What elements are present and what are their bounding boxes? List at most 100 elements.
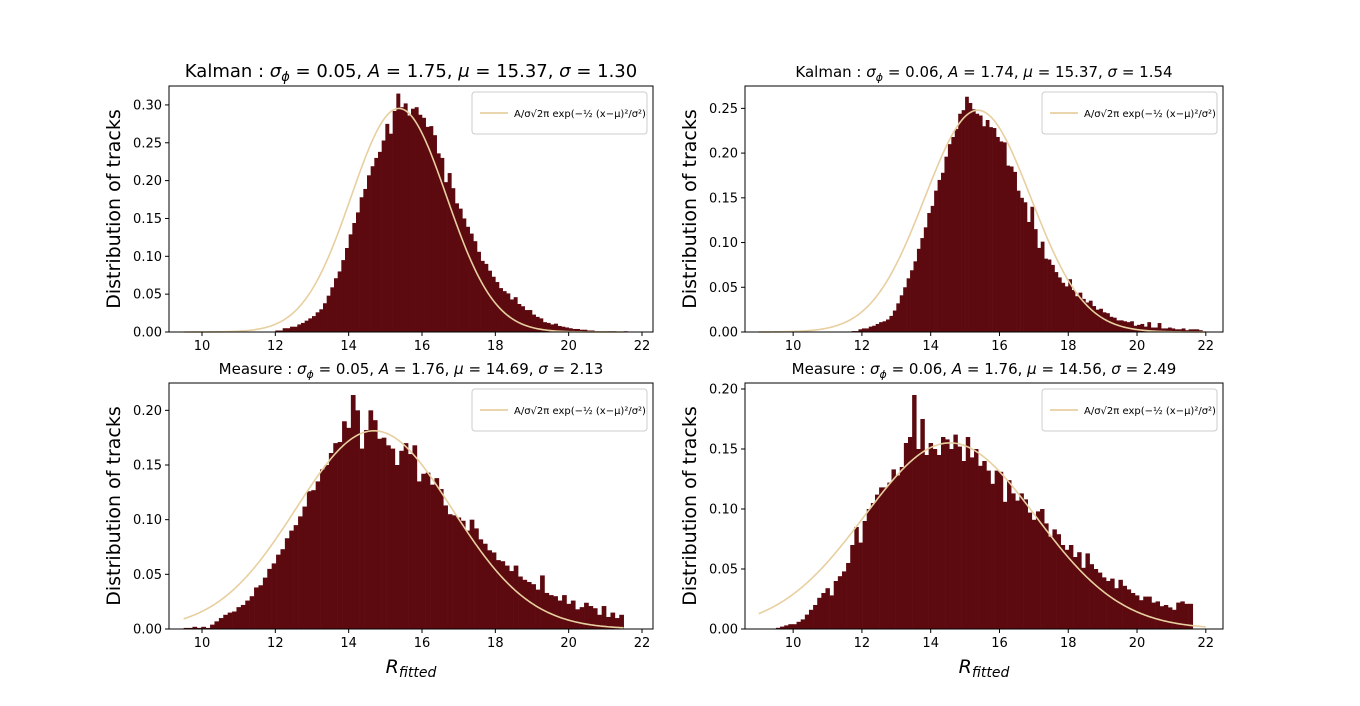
histogram-bar — [1106, 313, 1110, 332]
title-part: = 1.76, — [389, 360, 454, 378]
histogram-bar — [408, 454, 413, 629]
histogram-bar — [1188, 329, 1193, 332]
histogram-bar — [1035, 511, 1041, 629]
title-part: = 1.54 — [1117, 63, 1173, 81]
title-part: = 1.76, — [962, 360, 1027, 378]
histogram-bar — [951, 136, 956, 332]
x-tick-label: 14 — [922, 339, 939, 354]
y-tick-label: 0.00 — [709, 326, 738, 341]
histogram-bar — [323, 303, 327, 332]
histogram-bar — [385, 123, 390, 332]
histogram-bar — [1157, 323, 1162, 332]
histogram-bar — [965, 437, 971, 629]
histogram-bar — [462, 218, 467, 332]
histogram-bar — [352, 223, 357, 332]
histogram-bar — [1174, 329, 1179, 332]
histogram-bar — [882, 321, 887, 332]
histogram-bar — [524, 310, 529, 332]
histogram-bar — [572, 328, 577, 332]
legend: A/σ√2π exp(−½ (x−μ)²/σ²) — [1041, 388, 1218, 432]
x-tick-label: 10 — [194, 636, 211, 651]
histogram-bar — [302, 506, 308, 629]
histogram-bar — [504, 565, 510, 629]
histogram-bar — [1064, 549, 1070, 629]
histogram-bar — [280, 549, 286, 629]
histogram-bar — [271, 563, 277, 629]
histogram-bar — [293, 326, 298, 332]
histogram-bar — [804, 614, 810, 629]
histogram-bar — [565, 327, 569, 332]
histogram-bar — [223, 614, 228, 629]
x-tick-label: 18 — [1060, 339, 1077, 354]
fit-curve — [758, 442, 1206, 628]
y-tick-label: 0.05 — [133, 288, 162, 303]
histogram-bar — [416, 481, 422, 629]
histogram-bar — [412, 445, 418, 629]
histogram-bar — [1106, 581, 1111, 629]
histogram-bar — [1110, 578, 1115, 629]
title-part: = 0.06, — [883, 63, 948, 81]
histogram-bar — [359, 197, 364, 332]
y-tick-label: 0.00 — [709, 623, 738, 638]
title-part: Kalman : — [795, 63, 866, 81]
title-part: σ — [866, 63, 876, 81]
title-part: σ — [1111, 360, 1121, 378]
histogram-bar — [561, 326, 566, 332]
histogram-bar — [941, 437, 946, 629]
histogram-bar — [846, 563, 851, 629]
legend: A/σ√2π exp(−½ (x−μ)²/σ²) — [471, 388, 648, 432]
x-tick-label: 16 — [414, 339, 431, 354]
histogram-bar — [378, 151, 382, 332]
histogram-bar — [487, 550, 492, 629]
y-tick-label: 0.10 — [709, 503, 738, 518]
histogram-bar — [1040, 509, 1045, 629]
histogram-bar — [1027, 512, 1033, 629]
axes-frame — [744, 85, 1224, 333]
fit-curve — [183, 107, 624, 333]
histogram-bar — [1020, 197, 1024, 332]
histogram-bar — [994, 470, 1000, 629]
title-part: μ — [453, 360, 464, 378]
histogram-bar — [1154, 327, 1158, 332]
histogram-bar — [866, 509, 872, 629]
histogram-bar — [414, 107, 419, 332]
histogram-bar — [813, 605, 818, 629]
histogram-bar — [982, 126, 987, 332]
histogram-bar — [1081, 567, 1086, 629]
histogram-bar — [232, 611, 237, 629]
y-tick-label: 0.15 — [709, 443, 738, 458]
histogram-bar — [821, 593, 826, 629]
histogram-bar — [1007, 480, 1012, 629]
x-tick-label: 12 — [854, 339, 871, 354]
histogram-bar — [961, 110, 966, 333]
histogram-bar — [451, 188, 456, 332]
histogram-bar — [1075, 296, 1079, 332]
title-part: A — [947, 63, 958, 81]
y-tick-label: 0.25 — [133, 136, 162, 151]
histogram-bar — [196, 627, 202, 629]
title-part: = 2.49 — [1121, 360, 1177, 378]
histogram-bar — [1195, 329, 1200, 332]
histogram-bar — [539, 318, 544, 332]
histogram-bar — [474, 528, 479, 629]
histogram-bar — [279, 330, 283, 332]
histogram-bar — [887, 482, 892, 629]
y-tick-label: 0.00 — [133, 623, 162, 638]
histogram-bar — [1030, 206, 1035, 332]
histogram-bar — [999, 141, 1004, 332]
histogram-bar — [258, 585, 264, 629]
histogram-bar — [245, 600, 250, 629]
histogram-bar — [945, 439, 950, 629]
histogram-bar — [1178, 329, 1183, 332]
histogram-bar — [377, 438, 382, 629]
histogram-bar — [447, 514, 453, 629]
histogram-bar — [513, 297, 518, 332]
histogram-bar — [1122, 585, 1128, 629]
histogram-bar — [996, 136, 1000, 332]
histogram-bar — [579, 329, 584, 332]
x-tick-label: 12 — [267, 636, 284, 651]
histogram-bar — [1015, 500, 1020, 629]
y-tick-label: 0.00 — [133, 326, 162, 341]
histogram-bar — [575, 609, 580, 629]
histogram-bar — [1051, 264, 1055, 332]
